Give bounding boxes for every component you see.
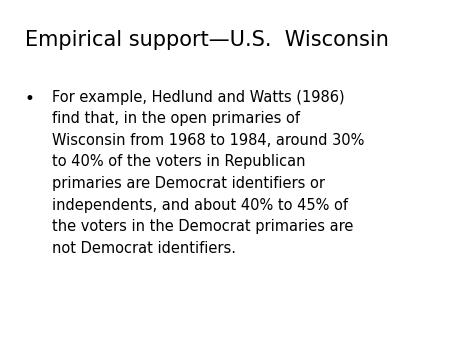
- Text: For example, Hedlund and Watts (1986)
find that, in the open primaries of
Wiscon: For example, Hedlund and Watts (1986) fi…: [52, 90, 364, 256]
- Text: Empirical support—U.S.  Wisconsin: Empirical support—U.S. Wisconsin: [25, 30, 389, 50]
- Text: •: •: [25, 90, 35, 107]
